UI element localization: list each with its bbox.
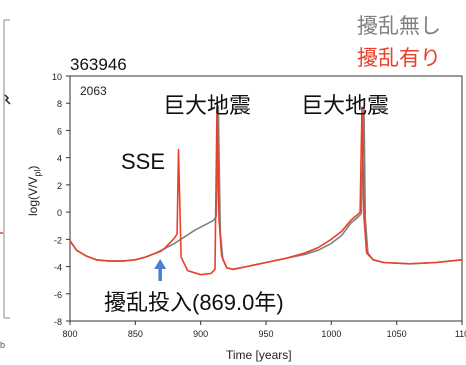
- y-tick-label-9: -8: [54, 317, 62, 327]
- y-tick-label-4: 2: [57, 181, 62, 191]
- y-tick-label-5: 0: [57, 208, 62, 218]
- y-axis-label-sub: pl: [32, 169, 43, 177]
- x-tick-label-3: 950: [258, 329, 273, 339]
- x-tick-label-2: 900: [193, 329, 208, 339]
- panel-id: 363946: [70, 55, 127, 74]
- inner-label: 2063: [80, 84, 107, 98]
- y-tick-label-1: 8: [57, 99, 62, 109]
- y-tick-label-2: 6: [57, 126, 62, 136]
- x-tick-label-4: 1000: [321, 329, 341, 339]
- edge-label: b: [0, 340, 6, 350]
- x-tick-label-6: 110: [455, 329, 466, 339]
- y-tick-label-8: -6: [54, 290, 62, 300]
- annotation-eq1: 巨大地震: [163, 93, 252, 118]
- series-line-0: [69, 105, 463, 271]
- y-tick-label-0: 10: [52, 72, 62, 82]
- x-tick-label-5: 1050: [387, 329, 407, 339]
- y-tick-label-3: 4: [57, 154, 62, 164]
- y-axis-label-close: ): [26, 165, 40, 170]
- x-axis-label: Time [years]: [226, 348, 292, 362]
- annotation-sse: SSE: [121, 149, 166, 174]
- left-panel-fragment: [0, 19, 11, 319]
- legend-entry-no-perturbation: 擾乱無し: [357, 15, 441, 38]
- annotation-perturbation: 擾乱投入(869.0年): [104, 290, 284, 315]
- y-axis-label: log(V/Vpl): [26, 166, 42, 216]
- perturbation-arrow-head: [154, 258, 167, 269]
- x-tick-label-0: 800: [62, 329, 77, 339]
- series-line-1: [69, 106, 463, 276]
- y-tick-label-7: -4: [54, 263, 62, 273]
- x-tick-label-1: 850: [128, 329, 143, 339]
- y-axis-label-main: log(V/V: [26, 176, 40, 216]
- y-tick-label-6: -2: [54, 235, 62, 245]
- annotation-eq2: 巨大地震: [301, 93, 390, 118]
- legend-entry-perturbation: 擾乱有り: [357, 47, 441, 70]
